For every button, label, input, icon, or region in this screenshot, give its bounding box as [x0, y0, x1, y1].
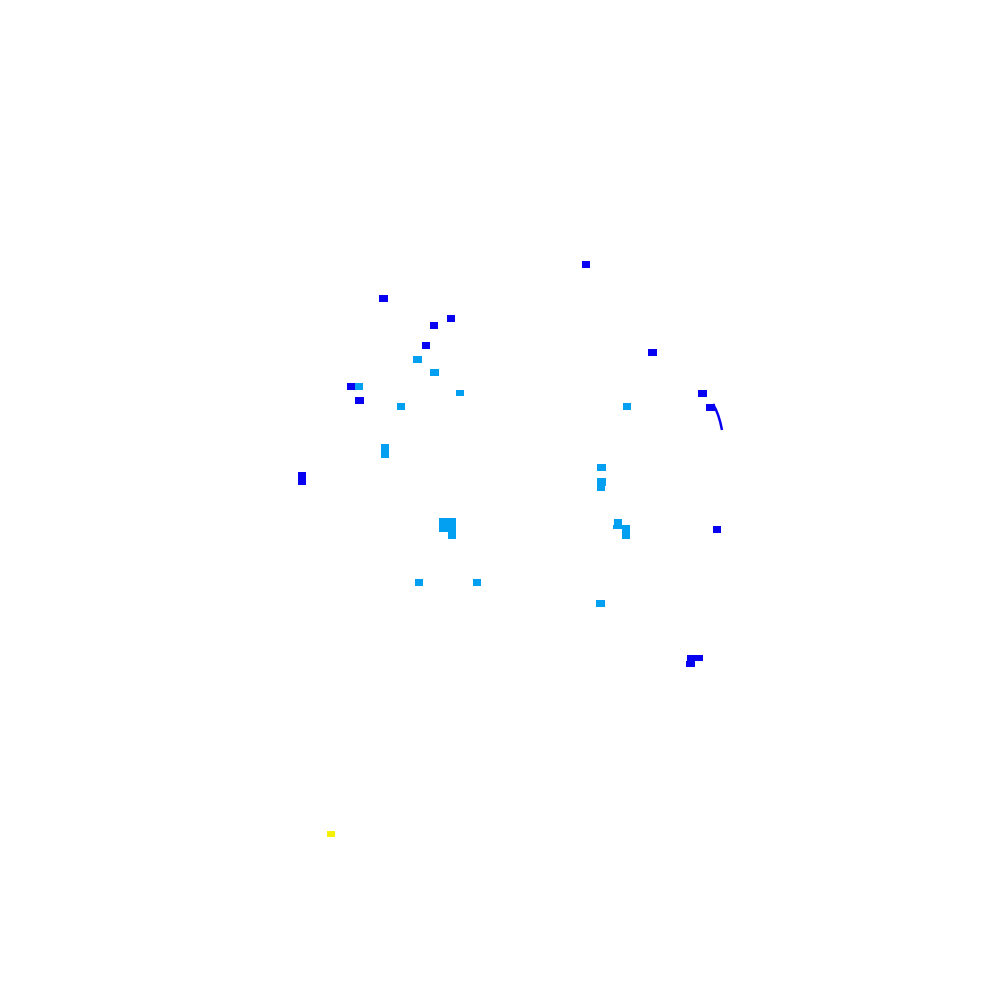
light-blue-marker	[439, 518, 456, 532]
dark-blue-marker	[379, 295, 388, 302]
dark-blue-arc	[711, 403, 724, 431]
light-blue-marker	[415, 579, 423, 586]
dark-blue-marker	[648, 349, 657, 356]
light-blue-marker	[622, 525, 630, 539]
light-blue-marker	[597, 464, 606, 471]
light-blue-marker	[355, 383, 363, 390]
dark-blue-marker	[447, 315, 455, 322]
light-blue-marker	[456, 390, 464, 396]
dark-blue-marker	[298, 472, 306, 485]
dark-blue-marker	[430, 322, 438, 329]
light-blue-marker	[397, 403, 405, 410]
light-blue-marker	[448, 531, 456, 539]
light-blue-marker	[623, 403, 631, 410]
light-blue-marker	[430, 369, 439, 376]
dark-blue-marker	[347, 383, 355, 390]
light-blue-marker	[413, 356, 422, 363]
dark-blue-marker	[582, 261, 590, 268]
light-blue-marker	[597, 478, 606, 486]
dark-blue-marker	[686, 661, 695, 667]
light-blue-marker	[381, 444, 389, 458]
light-blue-marker	[614, 519, 622, 528]
light-blue-marker	[613, 525, 623, 529]
yellow-marker	[327, 831, 335, 837]
dark-blue-marker	[706, 404, 715, 411]
dark-blue-marker	[687, 655, 703, 661]
light-blue-marker	[597, 485, 605, 491]
dark-blue-marker	[422, 342, 430, 349]
dark-blue-marker	[698, 390, 707, 397]
light-blue-marker	[473, 579, 481, 586]
light-blue-marker	[596, 600, 605, 607]
dark-blue-marker	[713, 526, 721, 533]
dark-blue-marker	[355, 397, 364, 404]
